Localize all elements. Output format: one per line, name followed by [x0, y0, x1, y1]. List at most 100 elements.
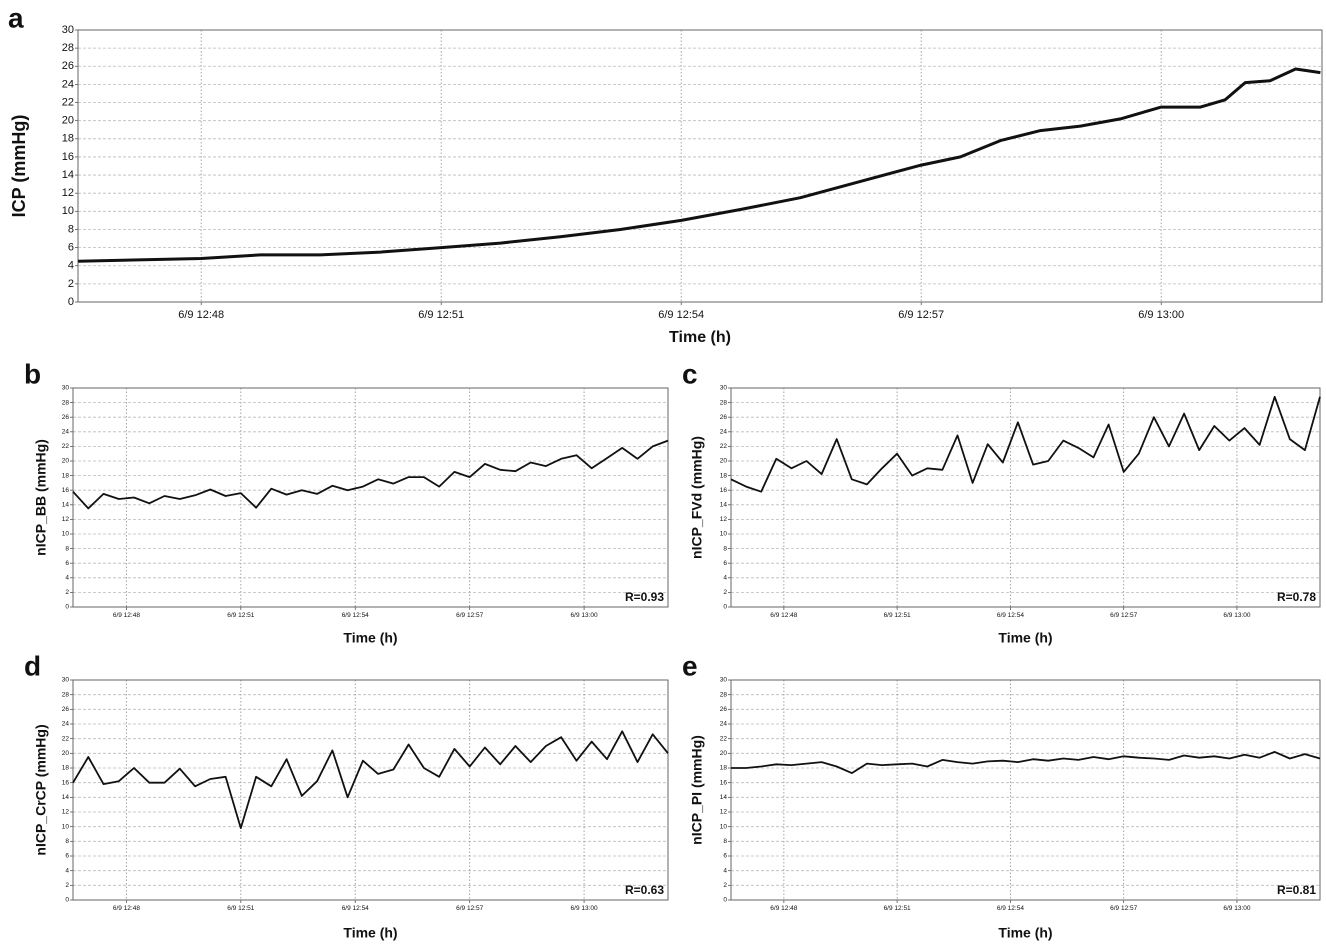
- y-tick-label: 10: [720, 531, 728, 538]
- y-tick-label: 6: [68, 242, 74, 254]
- y-tick-label: 28: [720, 691, 728, 698]
- annotation: R=0.78: [1277, 590, 1316, 604]
- x-tick-label: 6/9 12:51: [884, 612, 911, 619]
- y-tick-label: 16: [62, 151, 74, 163]
- x-tick-label: 6/9 12:54: [342, 905, 369, 912]
- x-tick-label: 6/9 12:48: [113, 612, 140, 619]
- y-tick-label: 16: [62, 779, 70, 786]
- panel-label: b: [24, 358, 41, 389]
- y-tick-label: 22: [720, 443, 728, 450]
- y-tick-label: 10: [720, 823, 728, 830]
- y-tick-label: 4: [68, 260, 74, 272]
- y-tick-label: 14: [62, 794, 70, 801]
- y-tick-label: 26: [62, 414, 70, 421]
- y-tick-label: 26: [720, 706, 728, 713]
- y-tick-label: 22: [62, 735, 70, 742]
- y-tick-label: 0: [65, 604, 69, 611]
- y-tick-label: 20: [720, 750, 728, 757]
- x-tick-label: 6/9 12:57: [456, 905, 483, 912]
- y-tick-label: 16: [62, 487, 70, 494]
- y-tick-label: 26: [62, 706, 70, 713]
- plot-frame: [730, 387, 1321, 608]
- x-tick-label: 6/9 13:00: [571, 905, 598, 912]
- y-tick-label: 0: [68, 296, 74, 308]
- y-tick-label: 28: [62, 399, 70, 406]
- y-tick-label: 6: [723, 853, 727, 860]
- x-tick-label: 6/9 12:48: [770, 612, 797, 619]
- y-tick-label: 0: [65, 897, 69, 904]
- panel-label: a: [8, 2, 24, 33]
- y-tick-label: 10: [62, 823, 70, 830]
- y-tick-label: 10: [62, 205, 74, 217]
- y-tick-label: 0: [723, 897, 727, 904]
- y-tick-label: 8: [68, 223, 74, 235]
- y-tick-label: 2: [723, 589, 727, 596]
- y-axis-label: nICP_FVd (mmHg): [689, 436, 705, 559]
- annotation: R=0.81: [1277, 883, 1316, 897]
- y-tick-label: 28: [62, 42, 74, 54]
- plot-area: [73, 680, 668, 900]
- panel-label: c: [682, 358, 698, 389]
- y-tick-label: 28: [62, 691, 70, 698]
- y-tick-label: 20: [720, 458, 728, 465]
- y-tick-label: 14: [62, 169, 74, 181]
- x-tick-label: 6/9 12:54: [997, 612, 1024, 619]
- plot-frame: [72, 679, 669, 901]
- plot-area: [731, 680, 1320, 900]
- y-tick-label: 2: [65, 882, 69, 889]
- y-tick-label: 20: [62, 458, 70, 465]
- y-tick-label: 14: [720, 502, 728, 509]
- y-tick-label: 22: [62, 443, 70, 450]
- data-line: [731, 751, 1321, 774]
- y-tick-label: 24: [720, 429, 728, 436]
- y-tick-label: 22: [720, 735, 728, 742]
- y-tick-label: 4: [65, 575, 69, 582]
- x-tick-label: 6/9 12:48: [178, 309, 224, 321]
- y-tick-label: 8: [65, 545, 69, 552]
- y-tick-label: 12: [62, 187, 74, 199]
- y-tick-label: 28: [720, 399, 728, 406]
- y-tick-label: 24: [62, 429, 70, 436]
- data-line: [77, 67, 1321, 263]
- y-tick-label: 12: [62, 516, 70, 523]
- panel-label: d: [24, 650, 41, 681]
- plot-area: [78, 30, 1322, 302]
- y-tick-label: 8: [723, 838, 727, 845]
- y-tick-label: 6: [65, 560, 69, 567]
- y-tick-label: 4: [65, 867, 69, 874]
- y-tick-label: 2: [68, 278, 74, 290]
- y-tick-label: 24: [62, 721, 70, 728]
- data-line: [730, 395, 1321, 493]
- y-tick-label: 4: [723, 575, 727, 582]
- y-tick-label: 30: [62, 24, 74, 36]
- y-tick-label: 30: [62, 677, 70, 684]
- plot-frame: [77, 29, 1323, 303]
- annotation: R=0.93: [625, 590, 664, 604]
- y-tick-label: 6: [65, 853, 69, 860]
- y-tick-label: 26: [720, 414, 728, 421]
- x-tick-label: 6/9 13:00: [1138, 309, 1184, 321]
- y-tick-label: 16: [720, 779, 728, 786]
- y-tick-label: 6: [723, 560, 727, 567]
- y-tick-label: 30: [720, 677, 728, 684]
- x-tick-label: 6/9 13:00: [571, 612, 598, 619]
- x-tick-label: 6/9 12:57: [1110, 905, 1137, 912]
- panel-label: e: [682, 650, 698, 681]
- x-tick-label: 6/9 12:51: [227, 612, 254, 619]
- x-tick-label: 6/9 12:57: [456, 612, 483, 619]
- x-tick-label: 6/9 12:54: [658, 309, 704, 321]
- y-tick-label: 10: [62, 531, 70, 538]
- x-axis-label: Time (h): [669, 329, 731, 346]
- y-tick-label: 4: [723, 867, 727, 874]
- x-axis-label: Time (h): [343, 925, 397, 941]
- plot-frame: [72, 387, 669, 608]
- x-tick-label: 6/9 12:57: [898, 309, 944, 321]
- y-axis-label: nICP_CrCP (mmHg): [33, 724, 49, 855]
- y-tick-label: 18: [720, 472, 728, 479]
- y-tick-label: 18: [62, 133, 74, 145]
- y-tick-label: 16: [720, 487, 728, 494]
- y-tick-label: 30: [62, 385, 70, 392]
- x-tick-label: 6/9 12:54: [997, 905, 1024, 912]
- x-tick-label: 6/9 12:57: [1110, 612, 1137, 619]
